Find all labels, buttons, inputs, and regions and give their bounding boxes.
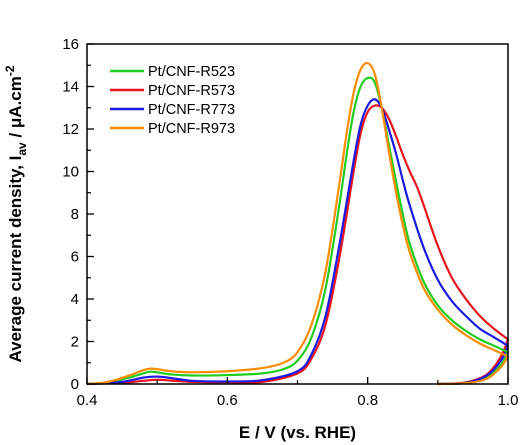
series-line-2 [86,104,509,386]
y-tick-label: 16 [62,36,79,53]
y-axis-title-sub: av [15,142,29,156]
y-tick-label: 14 [62,79,79,96]
y-tick-label: 12 [62,121,79,138]
series-line-1 [86,76,509,386]
y-tick-label: 2 [71,334,79,351]
y-tick-label: 8 [71,206,79,223]
reverse-scan-line [437,338,510,386]
y-axis-title-unit: / μA.cm [6,76,25,142]
x-tick-label: 0.4 [77,392,98,409]
x-tick-label: 0.8 [357,392,378,409]
axis-ticks [86,43,509,385]
legend-label: Pt/CNF-R773 [148,102,235,118]
legend: Pt/CNF-R523 Pt/CNF-R573 Pt/CNF-R773 Pt/CNF-… [110,64,235,137]
y-axis-title: Average current density, Iav / μA.cm-2 [3,65,29,362]
y-axis-title-main: Average current density, I [6,156,25,363]
y-tick-label: 0 [71,376,79,393]
legend-label: Pt/CNF-R573 [148,83,235,99]
legend-label: Pt/CNF-R973 [148,121,235,137]
y-tick-label: 10 [62,164,79,181]
series-line-3 [86,98,509,386]
x-tick-label: 1.0 [498,392,519,409]
x-tick-label: 0.6 [217,392,238,409]
legend-label: Pt/CNF-R523 [148,64,235,80]
plot-lines [86,61,510,386]
y-tick-label: 4 [71,291,79,308]
x-axis-title: E / V (vs. RHE) [239,423,356,442]
series-line-4 [86,61,509,386]
y-axis-title-sup: -2 [3,65,17,76]
reverse-scan-line [437,351,509,386]
tick-labels: 0.4 0.6 0.8 1.0 0 2 4 6 8 10 12 14 16 [62,36,518,409]
y-tick-label: 6 [71,249,79,266]
